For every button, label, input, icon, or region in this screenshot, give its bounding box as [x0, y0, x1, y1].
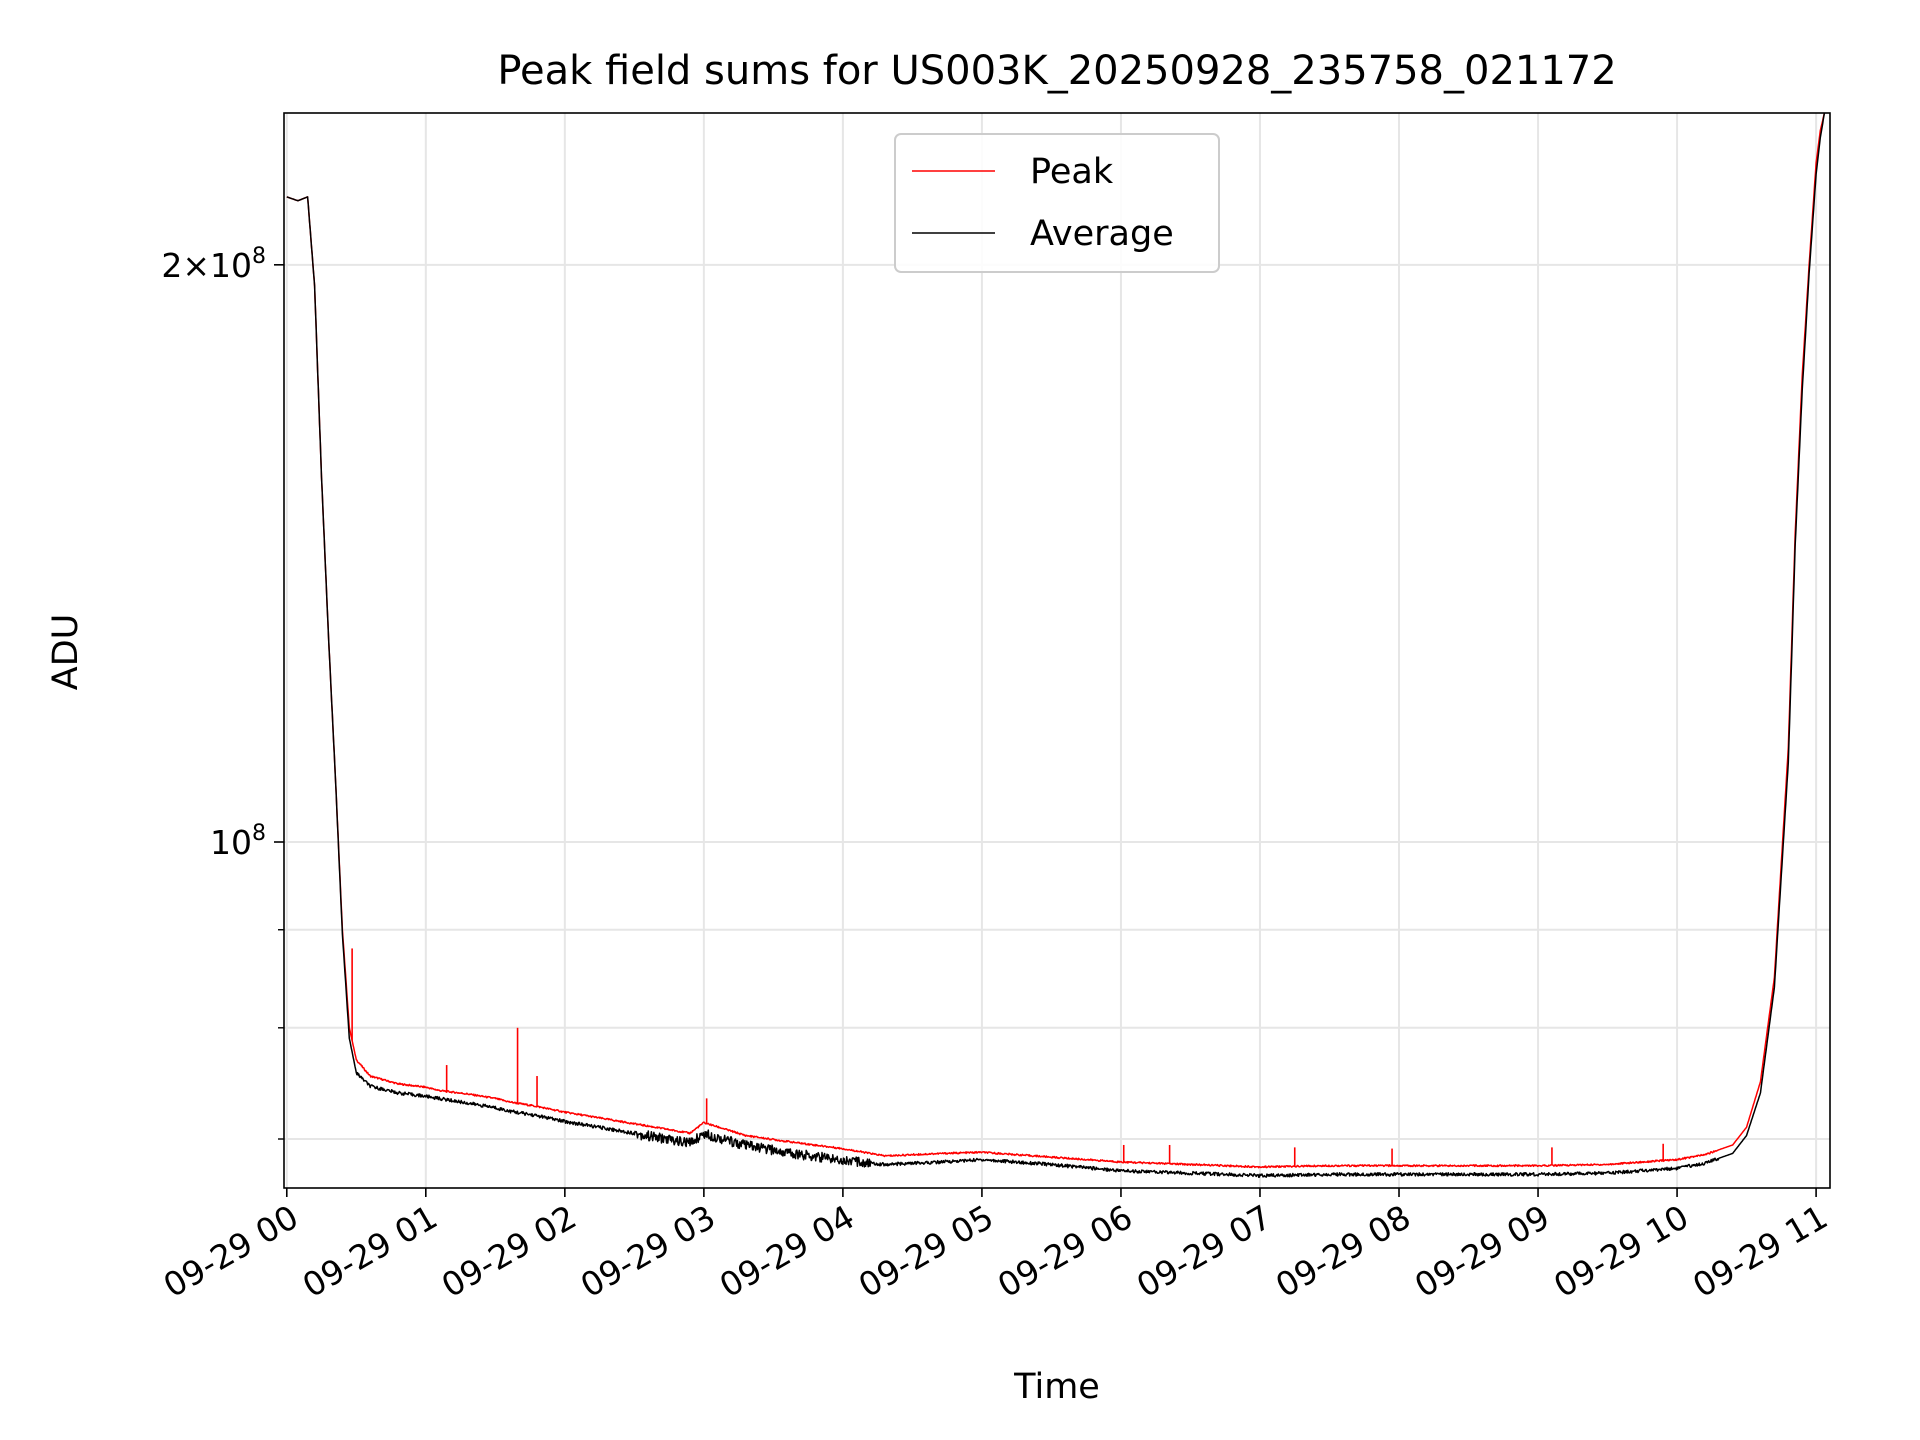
x-axis-label: Time: [1013, 1367, 1100, 1407]
grid: [284, 113, 1830, 1188]
chart-title: Peak field sums for US003K_20250928_2357…: [497, 48, 1616, 94]
legend-label-average: Average: [1030, 214, 1174, 254]
y-tick-base: 10: [210, 246, 252, 285]
y-tick-label: 2×108: [161, 244, 266, 285]
y-tick-base: 2×: [161, 246, 210, 285]
legend: Peak Average: [894, 133, 1220, 273]
series-line-peak: [286, 112, 1826, 1169]
legend-box: [894, 133, 1220, 273]
plot-area: [286, 112, 1826, 1178]
y-tick-exponent: 8: [252, 821, 266, 846]
series-line-average: [286, 112, 1826, 1178]
axes-frame: [283, 112, 1831, 1189]
y-tick-base: 10: [210, 823, 252, 862]
y-axis-label: ADU: [46, 614, 86, 691]
legend-label-peak: Peak: [1030, 152, 1114, 192]
y-tick-exponent: 8: [252, 244, 266, 269]
y-tick-label: 108: [210, 821, 266, 862]
